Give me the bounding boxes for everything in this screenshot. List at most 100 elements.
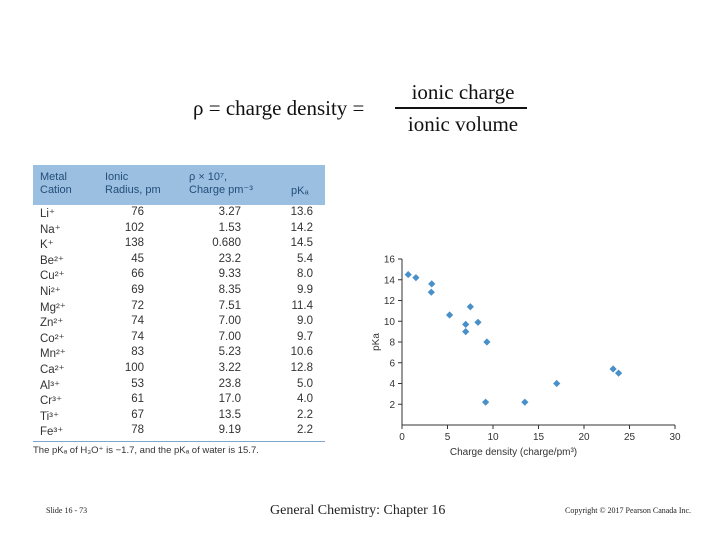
table-row: Ti³⁺ 67 13.5 2.2 — [33, 408, 325, 424]
cell-rho: 13.5 — [218, 408, 241, 421]
footer-title: General Chemistry: Chapter 16 — [270, 503, 446, 518]
cell-ion: Ni²⁺ — [40, 285, 61, 298]
cell-rho: 7.00 — [218, 330, 241, 343]
data-point — [466, 303, 474, 311]
equation-numerator: ionic charge — [411, 80, 515, 104]
x-tick-label: 30 — [669, 432, 681, 443]
header-pka: pKₐ — [291, 185, 309, 197]
cell-rho: 7.00 — [218, 315, 241, 328]
cell-radius: 67 — [131, 408, 144, 421]
header-cation: Cation — [40, 184, 72, 196]
cell-rho: 3.27 — [218, 206, 241, 218]
cell-pka: 2.2 — [297, 424, 313, 437]
fraction-bar — [395, 107, 527, 109]
table-row: Cr³⁺ 61 17.0 4.0 — [33, 392, 325, 408]
x-tick-label: 15 — [533, 432, 545, 443]
cation-table: Metal Cation Ionic Radius, pm ρ × 10⁷, C… — [33, 165, 325, 456]
equation-denominator: ionic volume — [407, 112, 519, 136]
cell-rho: 9.33 — [218, 268, 241, 281]
table-footnote: The pKₐ of H₃O⁺ is −1.7, and the pKₐ of … — [33, 440, 325, 456]
data-point — [614, 369, 623, 377]
table-row: Mg²⁺ 72 7.51 11.4 — [33, 298, 325, 315]
y-tick-label: 4 — [389, 379, 395, 390]
cell-ion: Cr³⁺ — [40, 395, 63, 408]
y-tick-label: 8 — [389, 338, 395, 349]
cell-radius: 102 — [124, 221, 144, 234]
cell-pka: 2.2 — [297, 408, 313, 421]
cell-ion: Be²⁺ — [40, 254, 64, 267]
cell-rho: 17.0 — [218, 393, 241, 406]
data-point — [521, 398, 529, 406]
x-tick-label: 10 — [487, 432, 499, 443]
table-body: Li⁺ 76 3.27 13.6 Na⁺ 102 1.53 14.2 K⁺ 138 0.680 14.… — [33, 205, 325, 439]
cell-pka: 4.0 — [297, 393, 313, 406]
cell-radius: 76 — [131, 206, 144, 218]
cell-rho: 0.680 — [212, 237, 241, 250]
cell-ion: Cu²⁺ — [40, 270, 65, 283]
cell-pka: 5.4 — [297, 252, 313, 265]
header-ionic-radius: Ionic Radius, pm — [105, 171, 161, 197]
cell-pka: 9.0 — [297, 315, 313, 328]
cell-ion: Al³⁺ — [40, 379, 61, 392]
table-row: Co²⁺ 74 7.00 9.7 — [33, 329, 325, 346]
header-ionic: Ionic — [105, 171, 129, 183]
cell-ion: Mn²⁺ — [40, 348, 66, 361]
table-header: Metal Cation Ionic Radius, pm ρ × 10⁷, C… — [33, 165, 325, 205]
cell-radius: 100 — [124, 361, 144, 374]
cell-ion: K⁺ — [40, 239, 54, 252]
cell-pka: 9.9 — [297, 283, 313, 296]
table-row: Fe³⁺ 78 9.19 2.2 — [33, 423, 325, 439]
data-point — [482, 398, 490, 406]
table-row: Li⁺ 76 3.27 13.6 — [33, 205, 325, 221]
table-row: Al³⁺ 53 23.8 5.0 — [33, 377, 325, 393]
cell-pka: 13.6 — [290, 206, 313, 218]
data-point — [427, 288, 435, 296]
table-row: Be²⁺ 45 23.2 5.4 — [33, 252, 325, 268]
data-point — [412, 274, 420, 282]
cell-radius: 53 — [131, 377, 144, 390]
cell-pka: 10.6 — [290, 346, 313, 359]
cell-pka: 9.7 — [297, 330, 313, 343]
header-charge-pm: Charge pm⁻³ — [189, 184, 253, 196]
table-row: Mn²⁺ 83 5.23 10.6 — [33, 345, 325, 361]
data-point — [474, 318, 482, 326]
data-point — [609, 365, 617, 373]
header-radius-pm: Radius, pm — [105, 184, 161, 196]
cell-radius: 45 — [131, 252, 144, 265]
cell-rho: 7.51 — [218, 299, 241, 312]
cell-rho: 23.8 — [218, 377, 241, 390]
cell-radius: 69 — [131, 283, 144, 296]
cell-pka: 14.2 — [290, 221, 313, 234]
cell-pka: 11.4 — [291, 299, 313, 312]
cell-radius: 66 — [131, 268, 144, 281]
header-metal-cation: Metal Cation — [40, 171, 72, 197]
header-rho-factor: ρ × 10⁷, — [189, 171, 228, 183]
x-tick-label: 0 — [399, 432, 405, 443]
data-point — [445, 311, 454, 319]
y-tick-label: 6 — [389, 358, 395, 369]
cell-radius: 74 — [131, 330, 144, 343]
data-point — [462, 328, 470, 336]
cell-radius: 78 — [131, 424, 144, 437]
cell-rho: 1.53 — [218, 221, 241, 234]
x-tick-label: 20 — [578, 432, 590, 443]
x-axis-label: Charge density (charge/pm³) — [450, 447, 577, 458]
table-row: K⁺ 138 0.680 14.5 — [33, 236, 325, 252]
cell-rho: 9.19 — [218, 424, 241, 437]
cell-ion: Mg²⁺ — [40, 301, 66, 314]
equation-lhs: ρ = charge density = — [193, 96, 365, 120]
y-tick-label: 12 — [384, 296, 396, 307]
cell-radius: 138 — [124, 237, 144, 250]
header-rho: ρ × 10⁷, Charge pm⁻³ — [189, 171, 253, 197]
cell-ion: Na⁺ — [40, 223, 61, 236]
data-point — [553, 379, 561, 388]
pka-vs-charge-density-chart: 2 4 6 8 10 12 14 16 0 5 10 15 20 25 30 Charge density (… — [371, 255, 681, 459]
cell-ion: Co²⁺ — [40, 332, 65, 345]
cell-rho: 3.22 — [218, 361, 241, 374]
data-point — [428, 280, 436, 288]
y-axis-label: pKa — [371, 333, 382, 351]
table-row: Ca²⁺ 100 3.22 12.8 — [33, 360, 325, 377]
cell-ion: Ca²⁺ — [40, 363, 65, 376]
slide-number: Slide 16 - 73 — [46, 506, 88, 515]
